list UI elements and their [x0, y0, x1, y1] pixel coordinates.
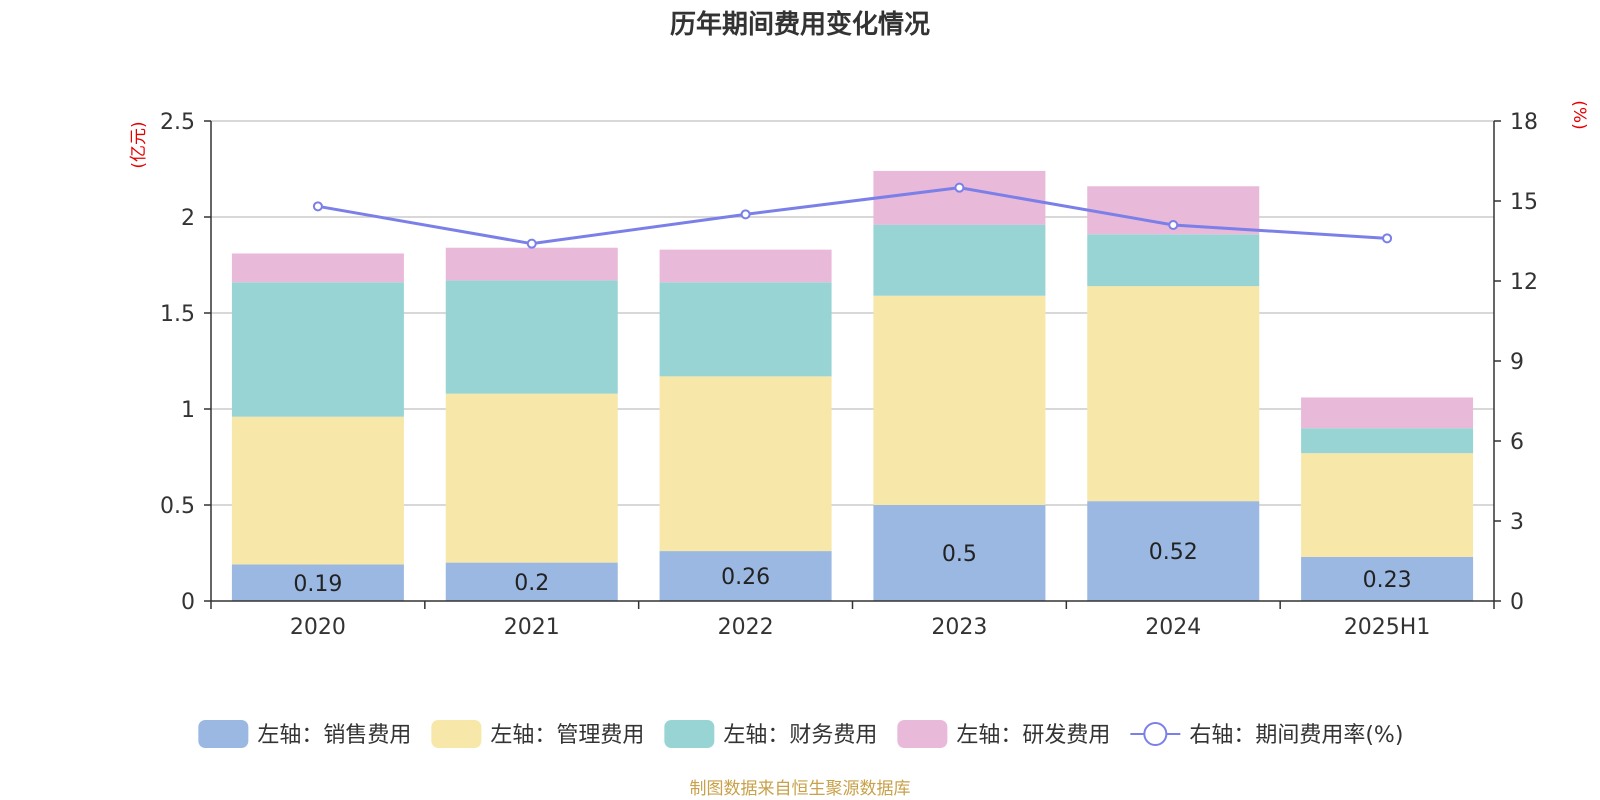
bar-segment — [659, 282, 832, 377]
right-tick-label: 9 — [1510, 350, 1524, 375]
x-tick-label: 2024 — [1145, 615, 1201, 640]
bar-segment — [231, 564, 404, 601]
legend-label: 左轴：财务费用 — [723, 723, 877, 748]
line-point — [740, 209, 751, 220]
axes: 0 0.5 1 1.5 2 2.5 0 3 6 9 12 15 18 2020 2021 2022 2023 20… — [160, 110, 1538, 640]
bar-segment — [659, 249, 832, 283]
left-tick-label: 1 — [181, 398, 195, 423]
line-point — [1382, 233, 1393, 244]
source-note: 制图数据来自恒生聚源数据库 — [690, 779, 911, 799]
gridlines — [211, 120, 1494, 506]
legend-label: 左轴：管理费用 — [490, 723, 644, 748]
chart-title: 历年期间费用变化情况 — [670, 9, 930, 40]
bar-segment — [873, 505, 1046, 601]
legend-marker — [1143, 722, 1168, 746]
bar-segment — [231, 416, 404, 565]
data-label: 0.26 — [721, 565, 770, 590]
right-tick-label: 6 — [1510, 430, 1524, 455]
x-tick-label: 2020 — [290, 615, 346, 640]
legend-label: 左轴：研发费用 — [956, 723, 1110, 748]
bar-segment — [1301, 556, 1474, 601]
line-point — [312, 201, 323, 212]
data-labels: 0.19 0.2 0.26 0.5 0.52 0.23 — [293, 540, 1411, 597]
left-axis-unit: (亿元) — [129, 121, 149, 168]
bar-segment — [1087, 501, 1260, 601]
data-label: 0.23 — [1363, 568, 1412, 593]
bar-segment — [873, 295, 1046, 505]
bar-segment — [445, 393, 618, 563]
left-tick-label: 0 — [181, 590, 195, 615]
line-series — [312, 182, 1393, 249]
x-tick-label: 2023 — [931, 615, 987, 640]
right-tick-label: 0 — [1510, 590, 1524, 615]
bar-segment — [231, 253, 404, 283]
bar-series — [231, 170, 1474, 601]
bar-segment — [231, 282, 404, 417]
data-label: 0.2 — [514, 571, 549, 596]
right-tick-label: 18 — [1510, 110, 1538, 135]
x-tick-label: 2022 — [718, 615, 774, 640]
bar-segment — [873, 224, 1046, 296]
line-point — [526, 238, 537, 249]
left-tick-label: 0.5 — [160, 494, 195, 519]
bar-segment — [445, 280, 618, 394]
bar-segment — [1301, 428, 1474, 454]
data-label: 0.5 — [942, 542, 977, 567]
bar-segment — [659, 551, 832, 601]
bar-segment — [445, 562, 618, 601]
left-tick-label: 2 — [181, 206, 195, 231]
right-tick-label: 3 — [1510, 510, 1524, 535]
x-tick-label: 2021 — [504, 615, 560, 640]
bar-segment — [1301, 453, 1474, 557]
line-point — [954, 182, 965, 193]
line-path — [317, 186, 1388, 246]
legend-label: 左轴：销售费用 — [257, 723, 411, 748]
bar-segment — [1301, 397, 1474, 429]
legend-swatch — [897, 720, 948, 748]
x-tick-label: 2025H1 — [1344, 615, 1431, 640]
legend-label: 右轴：期间费用率(%) — [1189, 723, 1403, 748]
legend-swatch — [431, 720, 482, 748]
right-tick-label: 12 — [1510, 270, 1538, 295]
data-label: 0.52 — [1149, 540, 1198, 565]
legend-swatch — [198, 720, 249, 748]
bar-segment — [445, 247, 618, 281]
data-label: 0.19 — [293, 572, 342, 597]
legend: 左轴：销售费用 左轴：管理费用 左轴：财务费用 左轴：研发费用 右轴：期间费用率(%) — [198, 720, 1403, 748]
left-tick-label: 2.5 — [160, 110, 195, 135]
right-axis-unit: (%) — [1569, 100, 1589, 129]
bar-segment — [1087, 286, 1260, 502]
legend-swatch — [664, 720, 715, 748]
left-tick-label: 1.5 — [160, 302, 195, 327]
bar-segment — [659, 376, 832, 552]
line-point — [1168, 220, 1179, 230]
bar-segment — [1087, 234, 1260, 287]
right-tick-label: 15 — [1510, 190, 1538, 215]
